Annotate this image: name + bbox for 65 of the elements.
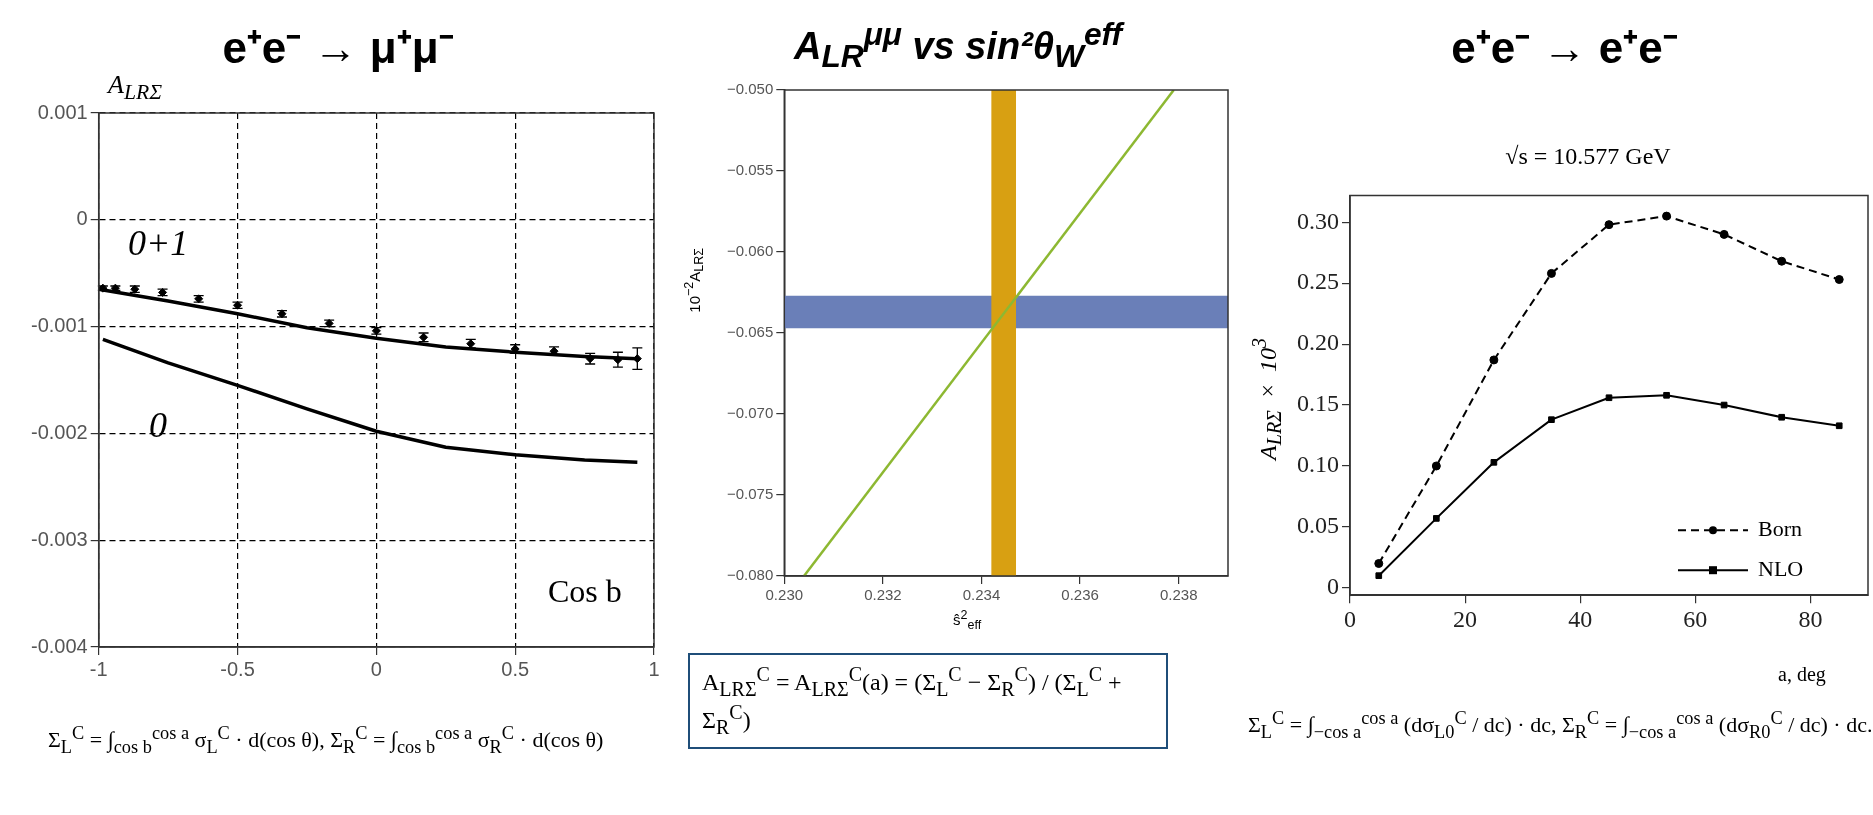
y-tick-label: 0.001 [37,100,88,123]
y-tick-label: −0.070 [727,404,774,422]
x-tick-label: 0 [1344,605,1356,632]
x-tick-label: 0.238 [1159,586,1198,604]
legend-label: NLO [1758,555,1804,581]
legend-label: Born [1758,515,1802,541]
series-label: 0+1 [127,223,189,264]
point [1834,275,1844,284]
y-tick-label: 0.10 [1297,451,1339,478]
x-axis-title: Cos b [548,573,622,610]
point [1546,268,1556,278]
y-tick-label: 0.15 [1297,390,1339,417]
x-tick-label: 0.234 [962,586,1001,604]
point [1375,572,1383,580]
point [1374,559,1384,569]
y-axis-title: A$_{LRΣ}$ [108,70,163,106]
point [1720,401,1728,409]
point [1605,394,1613,402]
x-tick-label: 40 [1568,605,1593,632]
point [1835,422,1843,430]
chart-subtitle: √s = 10.577 GeV [1504,143,1672,170]
point [1433,515,1440,522]
x-tick-label: 0.232 [864,586,902,604]
point [1489,355,1499,365]
text: A$_{LRΣ}$$^{C}$ = A$_{LRΣ}$$^{C}$(a) = (Σ$_{L}$$^{C}$ − Σ$_{R}$$^{C}$) / (Σ$_{L}$$^{C}$ + Σ$_{R}$$^{C}$) [702,663,1122,738]
point [1604,220,1614,230]
chart-title: e⁺e⁻ → e⁺e⁻ [1450,22,1679,74]
y-tick-label: 0.25 [1297,268,1339,295]
x-tick-label: 0.236 [1061,586,1099,604]
x-tick-label: -0.5 [220,657,255,680]
y-tick-label: 0.20 [1297,329,1339,356]
y-tick-label: −0.080 [727,566,774,584]
point [1548,416,1555,424]
series-label: 0 [149,405,168,446]
point [1662,211,1672,221]
x-tick-label: 80 [1798,605,1823,632]
y-tick-label: −0.065 [727,323,774,341]
point [1719,229,1729,239]
y-tick-label: −0.060 [727,242,774,260]
y-tick-label: 0.30 [1297,207,1339,234]
x-axis-title: a, deg [1778,663,1826,686]
text: Σ$_{L}$$^{C}$ = ∫$_{cos b}$$^{cos a}$ σ$_{L}$$^{C}$ · d(cos θ), Σ$_{R}$$^{C}$ = ∫$_{cos b}$$^{cos a}$ σ$_{R}$$^{C}$ · d(cos θ) [48,723,604,757]
x-tick-label: 20 [1453,605,1478,632]
y-tick-label: -0.004 [30,634,88,657]
point [1778,413,1785,421]
text: Σ$_{L}$$^{C}$ = ∫$_{−cos a}$$^{cos a}$ (dσ$_{L0}$$^{C}$ / dc) · dc, Σ$_{R}$$^{C}$ = ∫$_{−cos a}$$^{cos a}$ (dσ$_{R0}$$^{C}$ / dc) · dc. [1248,708,1873,742]
y-tick-label: −0.075 [727,485,774,503]
y-tick-label: 0.05 [1297,512,1339,539]
y-tick-label: -0.002 [30,420,88,443]
point [1431,461,1441,471]
x-tick-label: 0 [370,657,382,680]
point [1663,391,1670,399]
y-tick-label: -0.003 [30,527,88,550]
y-tick-label: -0.001 [30,314,88,337]
x-tick-label: 0.230 [765,586,804,604]
y-tick-label: −0.050 [727,80,774,98]
point [1777,256,1787,266]
y-tick-label: −0.055 [727,161,774,179]
y-tick-label: 0 [76,207,88,230]
x-tick-label: 60 [1683,605,1708,632]
point [1490,459,1498,466]
chart-title: e⁺e⁻ → μ⁺μ⁻ [222,23,454,72]
x-tick-label: 0.5 [501,657,530,680]
x-tick-label: 1 [648,657,660,680]
x-tick-label: -1 [89,657,108,680]
